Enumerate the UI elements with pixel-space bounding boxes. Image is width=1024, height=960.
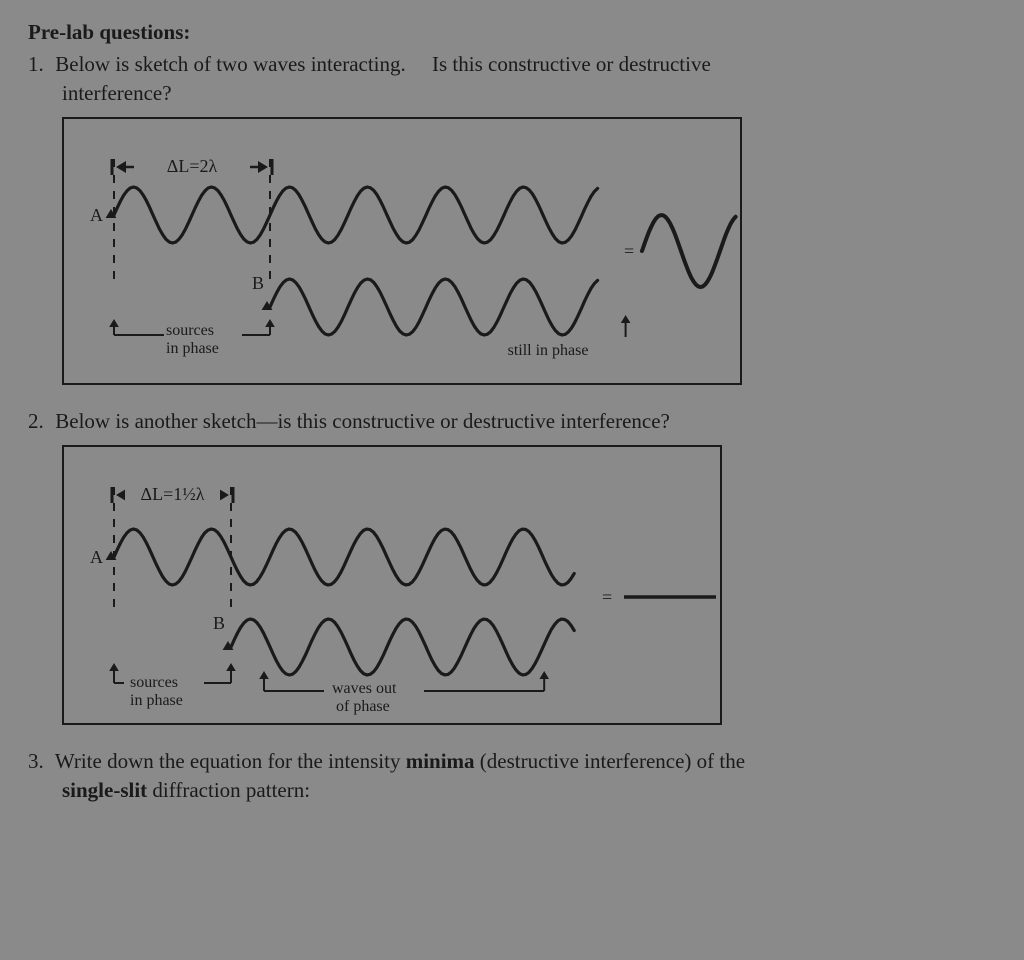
svg-text:B: B: [252, 273, 264, 293]
q3-text-d: single-slit: [62, 778, 147, 802]
diagram-2-svg: ΔL=1½λ A Bsourcesin phase waves outof phase…: [64, 447, 724, 727]
q2-text: Below is another sketch—is this construc…: [55, 409, 670, 433]
q1-text-c: interference?: [62, 81, 172, 105]
svg-text:sources: sources: [166, 322, 214, 339]
diagram-2: ΔL=1½λ A Bsourcesin phase waves outof phase…: [62, 445, 722, 725]
svg-text:=: =: [602, 587, 612, 607]
svg-text:ΔL=1½λ: ΔL=1½λ: [141, 484, 205, 504]
question-2: 2. Below is another sketch—is this const…: [28, 407, 996, 435]
svg-text:waves out: waves out: [332, 680, 397, 697]
q3-text-a: Write down the equation for the intensit…: [55, 749, 406, 773]
header-title: Pre-lab questions:: [28, 20, 190, 44]
svg-text:of phase: of phase: [336, 698, 390, 715]
q3-text-e: diffraction pattern:: [147, 778, 310, 802]
q3-text-b: minima: [406, 749, 475, 773]
diagram-1-svg: ΔL=2λ A Bsourcesin phase still in phase =: [64, 119, 744, 387]
diagram-1: ΔL=2λ A Bsourcesin phase still in phase =: [62, 117, 742, 385]
q1-text-a: Below is sketch of two waves interacting…: [55, 52, 406, 76]
q1-text-b: Is this constructive or destructive: [432, 52, 711, 76]
svg-text:in phase: in phase: [166, 340, 219, 357]
q3-number: 3.: [28, 747, 50, 775]
q1-number: 1.: [28, 50, 50, 78]
svg-text:B: B: [213, 613, 225, 633]
question-3: 3. Write down the equation for the inten…: [28, 747, 996, 804]
svg-text:in phase: in phase: [130, 692, 183, 709]
svg-text:ΔL=2λ: ΔL=2λ: [167, 156, 218, 176]
q2-number: 2.: [28, 407, 50, 435]
svg-text:=: =: [624, 241, 634, 261]
question-1: Pre-lab questions: 1. Below is sketch of…: [28, 18, 996, 107]
svg-text:A: A: [90, 547, 103, 567]
svg-text:sources: sources: [130, 674, 178, 691]
svg-text:A: A: [90, 205, 103, 225]
svg-text:still in phase: still in phase: [508, 342, 589, 359]
q3-text-c: (destructive interference) of the: [475, 749, 746, 773]
